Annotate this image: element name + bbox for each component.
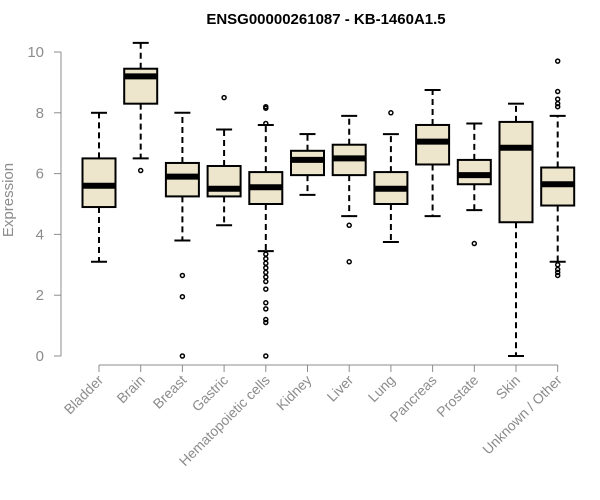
outlier-point xyxy=(263,255,269,262)
outlier-point xyxy=(554,262,561,268)
outlier-point xyxy=(554,58,561,64)
box-breast xyxy=(164,111,200,359)
outlier-point xyxy=(263,300,269,306)
x-tick-label: Prostate xyxy=(433,372,481,420)
outlier-point xyxy=(346,222,352,229)
y-tick-label: 10 xyxy=(27,44,44,61)
x-tick-label: Brain xyxy=(113,372,147,406)
outlier-point xyxy=(346,259,352,265)
x-tick-label: Bladder xyxy=(61,372,107,418)
x-tick-label: Liver xyxy=(324,372,357,405)
outlier-point xyxy=(554,88,561,95)
outlier-point xyxy=(263,105,269,111)
outlier-point xyxy=(554,272,561,279)
outlier-point xyxy=(263,316,269,323)
box-series xyxy=(81,41,576,359)
box-liver xyxy=(331,114,367,265)
box-brain xyxy=(123,41,159,174)
outlier-point xyxy=(263,286,269,292)
outlier-point xyxy=(263,120,269,127)
y-tick-label: 0 xyxy=(36,348,44,365)
outlier-point xyxy=(221,94,227,101)
y-tick-label: 6 xyxy=(36,166,44,183)
outlier-point xyxy=(263,260,269,267)
outlier-point xyxy=(179,272,186,279)
outlier-point xyxy=(471,240,478,247)
outlier-point xyxy=(554,266,561,273)
box-pancreas xyxy=(415,89,451,218)
x-tick-label: Unknown / Other xyxy=(479,372,565,458)
outlier-point xyxy=(263,278,269,285)
outlier-point xyxy=(263,251,269,257)
box-prostate xyxy=(456,122,492,247)
x-tick-label: Breast xyxy=(150,372,190,412)
x-tick-label: Lung xyxy=(365,372,398,405)
box-skin xyxy=(498,102,534,357)
outlier-point xyxy=(263,353,269,359)
y-tick-label: 4 xyxy=(36,226,44,243)
y-axis-label: Expression xyxy=(0,163,17,237)
x-tick-label: Kidney xyxy=(273,372,315,414)
iqr-box xyxy=(498,120,534,224)
y-tick-label: 2 xyxy=(36,287,44,304)
box-bladder xyxy=(81,111,117,263)
outlier-point xyxy=(137,167,144,174)
outlier-point xyxy=(554,100,561,107)
outlier-point xyxy=(263,319,269,326)
outlier-point xyxy=(263,265,269,271)
outlier-point xyxy=(179,353,186,359)
y-tick-label: 8 xyxy=(36,105,44,122)
box-lung xyxy=(373,110,409,243)
box-unknown-other xyxy=(540,58,576,279)
axes: 0 2 4 6 8 10 xyxy=(27,44,558,366)
iqr-box xyxy=(290,149,325,177)
iqr-box xyxy=(415,123,451,166)
outlier-point xyxy=(263,274,269,280)
box-gastric xyxy=(206,94,242,227)
iqr-box xyxy=(81,157,117,209)
outlier-point xyxy=(554,103,561,110)
outlier-point xyxy=(263,306,269,312)
outlier-point xyxy=(554,96,561,102)
iqr-box xyxy=(164,161,200,198)
outlier-point xyxy=(179,293,186,300)
chart-title: ENSG00000261087 - KB-1460A1.5 xyxy=(206,11,445,28)
outlier-point xyxy=(554,269,561,276)
box-hematopoietic-cells xyxy=(248,103,284,359)
x-tick-label: Skin xyxy=(493,372,524,403)
outlier-point xyxy=(263,269,269,276)
box-kidney xyxy=(290,133,325,196)
iqr-box xyxy=(206,165,242,198)
iqr-box xyxy=(456,158,492,186)
outlier-point xyxy=(388,110,394,116)
